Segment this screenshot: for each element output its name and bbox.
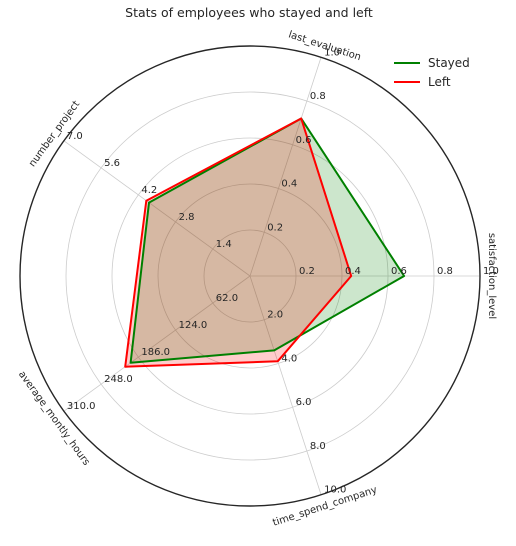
tick-label: 0.4: [345, 266, 361, 277]
legend: Stayed Left: [394, 56, 470, 89]
legend-label-stayed: Stayed: [428, 56, 470, 70]
tick-label: 0.6: [391, 266, 407, 277]
tick-label: 0.2: [299, 266, 315, 277]
series-fill-stayed: [130, 118, 405, 363]
tick-label: 2.8: [179, 212, 195, 223]
series-layer: [124, 117, 406, 368]
tick-label: 6.0: [296, 397, 312, 408]
tick-label: 0.8: [437, 266, 453, 277]
tick-label: 1.4: [216, 239, 232, 250]
tick-label: 0.8: [310, 91, 326, 102]
tick-labels: 0.2 0.4 0.6 0.8 1.0 0.2 0.4 0.6 0.8 1.0 1.4 2.8 4.2 5…: [67, 47, 499, 495]
tick-label: 62.0: [216, 293, 238, 304]
tick-label: 7.0: [67, 131, 83, 142]
grid: [19, 45, 481, 507]
outer-frame: [19, 45, 481, 507]
tick-label: 248.0: [104, 374, 133, 385]
tick-label: 0.4: [281, 179, 297, 190]
axis-spoke: [63, 275, 251, 412]
tick-label: 310.0: [67, 401, 96, 412]
tick-label: 10.0: [324, 485, 346, 496]
chart-title: Stats of employees who stayed and left: [125, 5, 373, 20]
tick-label: 124.0: [179, 320, 208, 331]
tick-label: 2.0: [267, 310, 283, 321]
axis-spoke: [63, 140, 251, 277]
legend-label-left: Left: [428, 75, 451, 89]
tick-label: 0.2: [267, 222, 283, 233]
axis-label-satisfaction-level: satisfaction_level: [486, 233, 497, 319]
tick-label: 5.6: [104, 158, 120, 169]
axis-spoke: [249, 275, 322, 495]
series-line-left: [124, 117, 353, 368]
tick-label: 0.6: [296, 135, 312, 146]
axis-spoke: [249, 57, 322, 277]
tick-label: 8.0: [310, 441, 326, 452]
tick-label: 1.0: [483, 266, 499, 277]
tick-label: 1.0: [324, 47, 340, 58]
tick-label: 4.0: [281, 354, 297, 365]
tick-label: 186.0: [141, 347, 170, 358]
tick-label: 4.2: [141, 185, 157, 196]
series-line-stayed: [129, 117, 406, 364]
series-fill-left: [125, 118, 352, 367]
axis-label-average-montly-hours: average_montly_hours: [16, 369, 92, 468]
